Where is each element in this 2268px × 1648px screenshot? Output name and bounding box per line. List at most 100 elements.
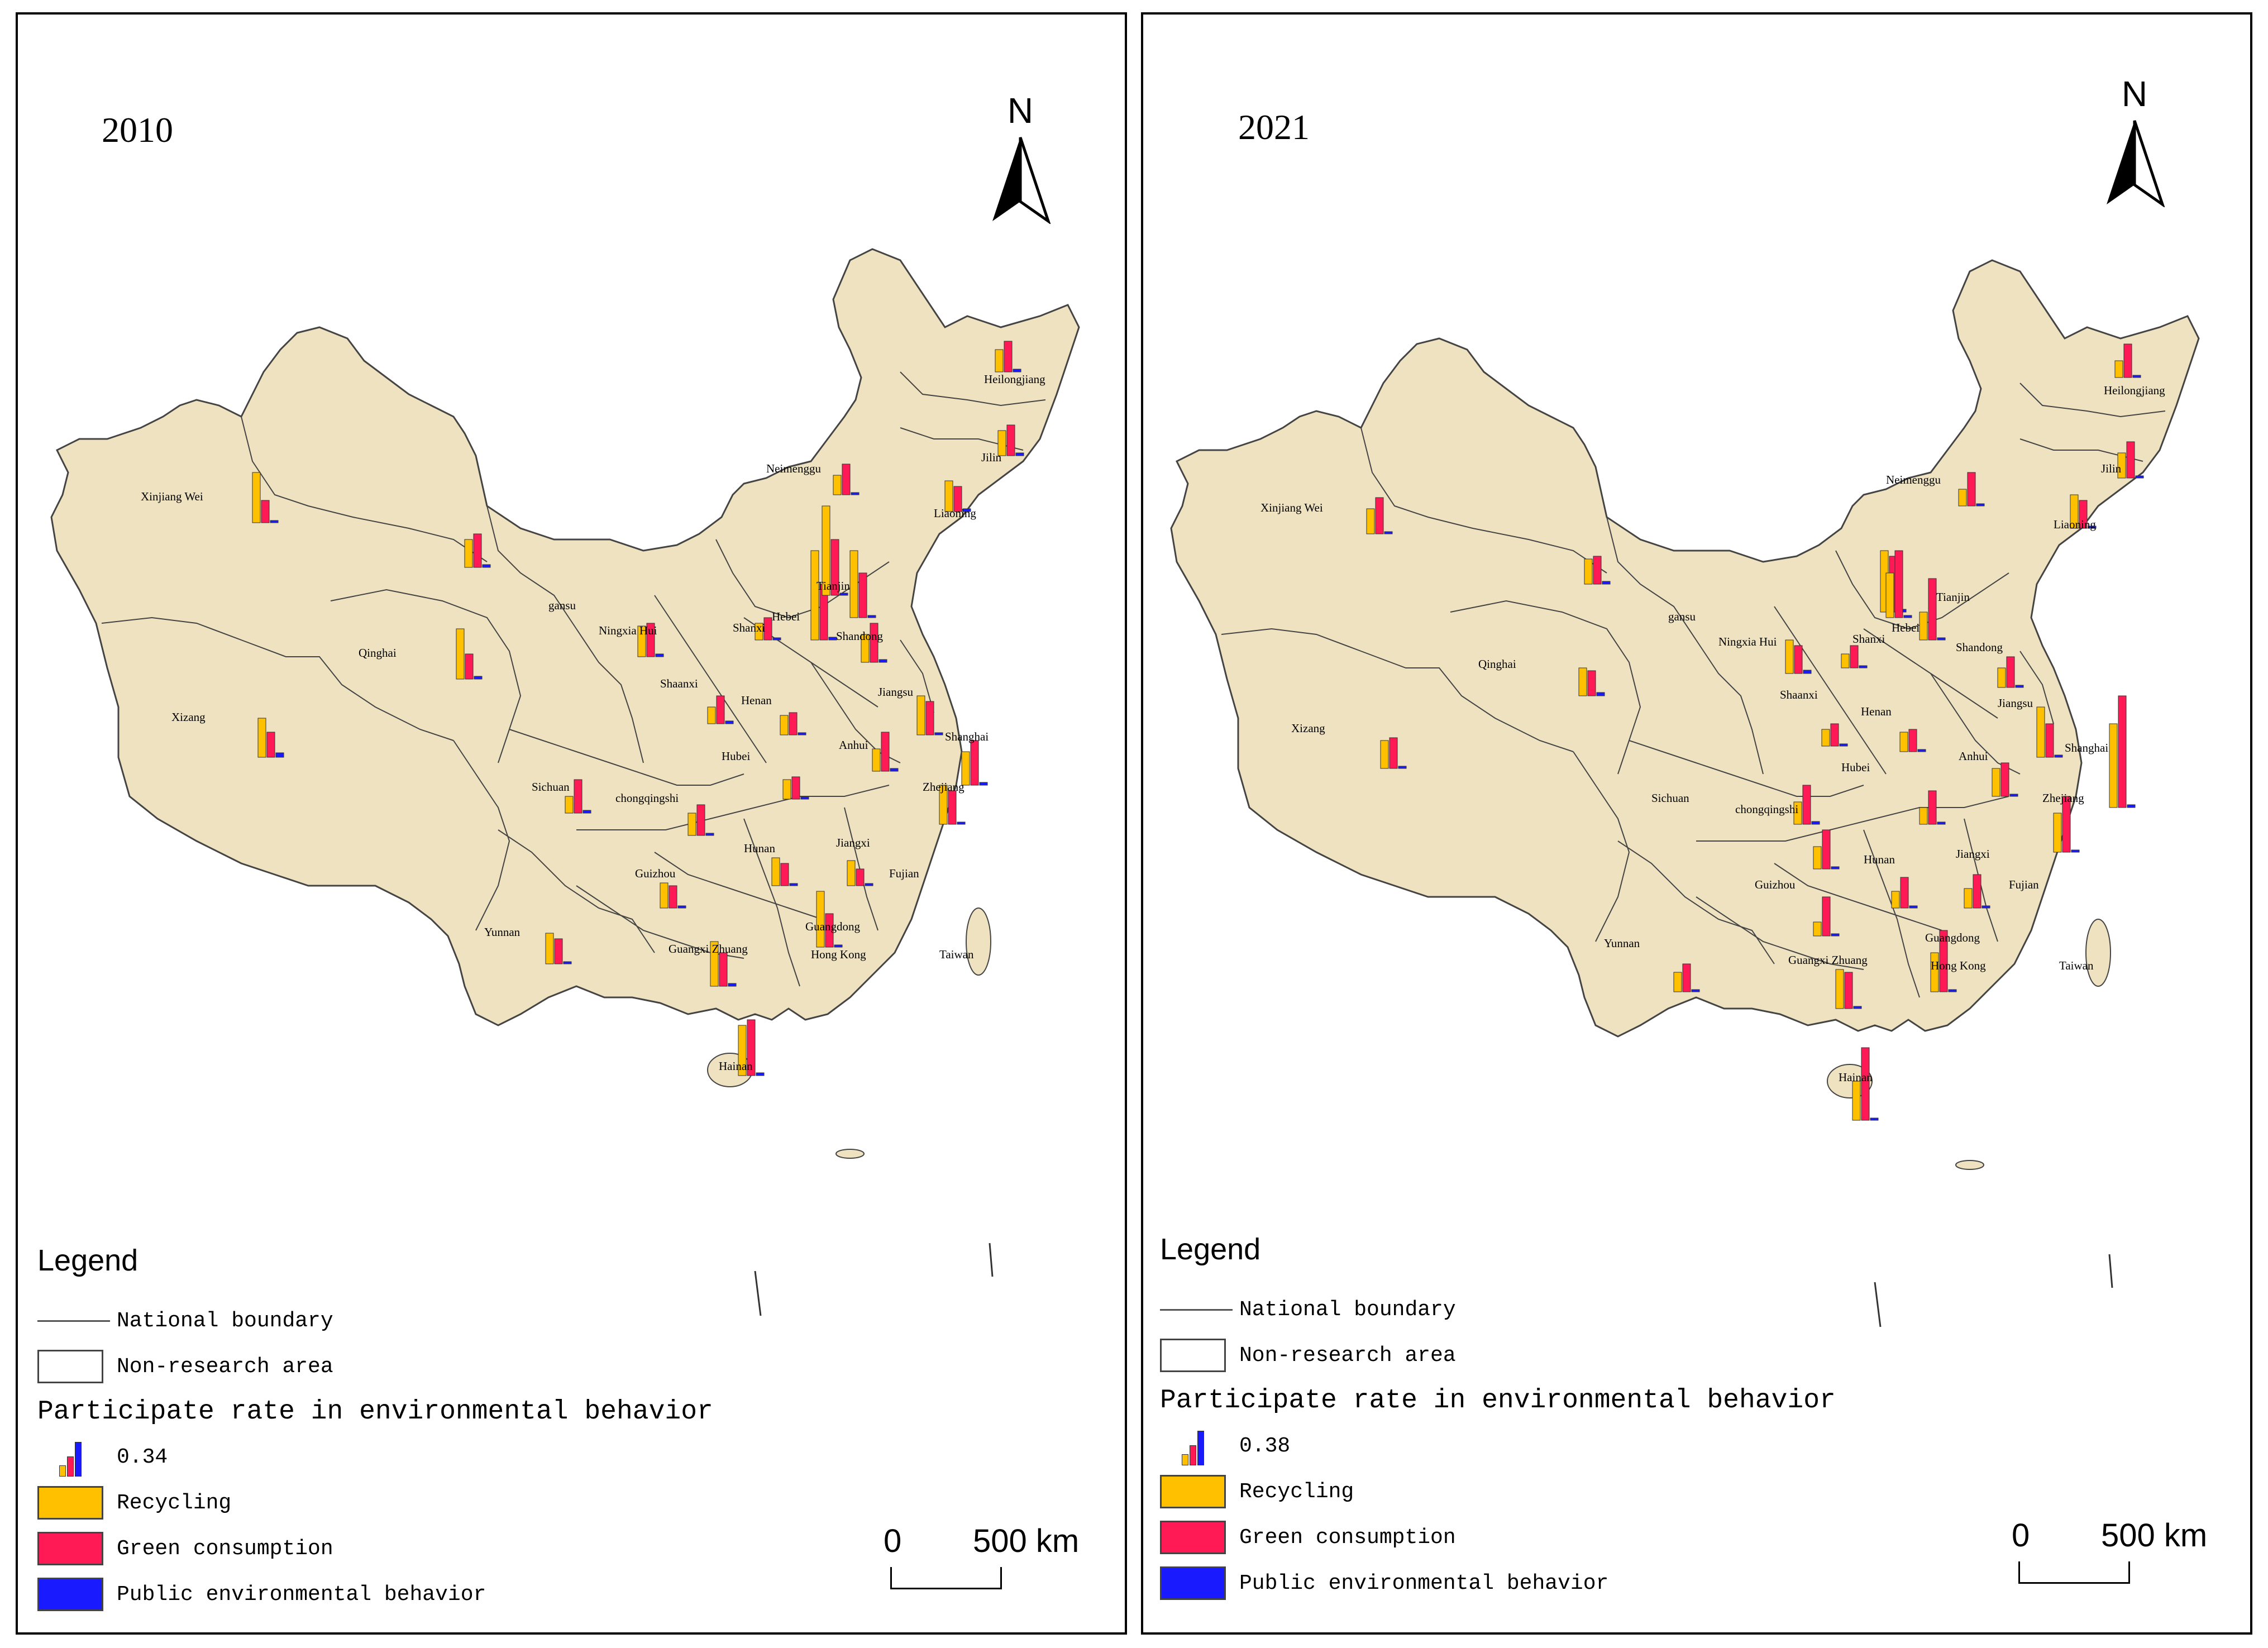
province-boundary bbox=[1696, 639, 1764, 775]
province-boundary bbox=[654, 595, 767, 763]
public-behavior-bar bbox=[834, 944, 843, 948]
island bbox=[835, 1149, 865, 1159]
legend-label: Green consumption bbox=[117, 1536, 333, 1561]
green-consumption-bar bbox=[1973, 874, 1981, 909]
province-boundary bbox=[1629, 740, 1864, 797]
province-label: gansu bbox=[548, 599, 576, 612]
public-behavior-bar bbox=[2127, 804, 2136, 808]
province-label: Liaoning bbox=[934, 507, 976, 520]
province-boundary bbox=[1360, 427, 1607, 574]
recycling-bar bbox=[545, 933, 554, 964]
public-behavior-bar bbox=[1917, 749, 1926, 752]
province-label: Hubei bbox=[1841, 761, 1870, 774]
province-bar-group bbox=[2053, 796, 2080, 853]
recycling-bar bbox=[1997, 667, 2006, 688]
province-label: Neimenggu bbox=[1886, 473, 1941, 486]
recycling-bar bbox=[456, 628, 465, 680]
province-boundary bbox=[1573, 751, 1630, 942]
legend-public-behavior: Public environmental behavior bbox=[1160, 1560, 1836, 1606]
province-label: Zhejiang bbox=[923, 780, 965, 794]
province-label: Guizhou bbox=[1755, 878, 1796, 891]
recycling-bar bbox=[847, 860, 856, 886]
province-label: Hainan bbox=[1839, 1071, 1873, 1084]
public-behavior-bar bbox=[1839, 743, 1848, 747]
public-behavior-bar bbox=[655, 653, 664, 657]
province-bar-group bbox=[1885, 550, 1912, 618]
province-label: Xinjiang Wei bbox=[141, 490, 203, 503]
green-consumption-bar bbox=[1587, 670, 1596, 696]
province-bar-group bbox=[1380, 737, 1407, 769]
recycling-bar bbox=[1919, 612, 1928, 641]
map-panel-2010: 2010 N Heilongjiang Jilin Liaoning Neimengg… bbox=[16, 12, 1127, 1635]
province-bar-group bbox=[2114, 343, 2141, 378]
public-behavior-bar bbox=[1981, 905, 1990, 909]
recycling-bar bbox=[1841, 653, 1850, 668]
map-panel-2021: 2021 N Heilongjiang Jilin Liaoning Neimengg… bbox=[1141, 12, 2252, 1635]
legend-sample-value: 0.38 bbox=[1239, 1434, 1291, 1458]
recycling-bar bbox=[687, 813, 696, 836]
public-behavior-bar bbox=[1831, 933, 1840, 937]
north-letter: N bbox=[2121, 74, 2148, 114]
public-behavior-swatch bbox=[1160, 1566, 1226, 1600]
south-sea-dash bbox=[2108, 1254, 2113, 1288]
scale-line bbox=[2018, 1561, 2130, 1584]
public-behavior-bar bbox=[270, 520, 279, 523]
province-label: Hong Kong bbox=[811, 948, 866, 961]
province-boundary bbox=[1606, 517, 1697, 641]
recycling-bar bbox=[1964, 888, 1973, 909]
province-boundary bbox=[1835, 550, 2009, 630]
green-consumption-bar bbox=[830, 539, 839, 596]
province-label: Henan bbox=[1861, 705, 1892, 718]
legend-national-boundary: National boundary bbox=[1160, 1287, 1836, 1332]
public-behavior-bar bbox=[582, 810, 591, 814]
public-behavior-bar bbox=[828, 637, 837, 641]
recycling-bar bbox=[916, 695, 925, 735]
bar-chart-icon bbox=[37, 1437, 103, 1477]
province-bar-group bbox=[1992, 762, 2018, 797]
recycling-bar bbox=[1930, 952, 1939, 992]
province-label: Fujian bbox=[2009, 878, 2039, 891]
province-bar-group bbox=[545, 933, 572, 964]
province-label: Xizang bbox=[171, 710, 206, 724]
province-boundary bbox=[509, 729, 744, 786]
province-label: Shanghai bbox=[945, 730, 989, 743]
recycling-bar bbox=[2036, 706, 2045, 758]
recycling-bar bbox=[1578, 667, 1587, 696]
province-boundary bbox=[576, 785, 890, 830]
north-arrow: N bbox=[2101, 73, 2168, 207]
public-behavior-bar bbox=[705, 833, 714, 836]
legend: Legend National boundary Non-research ar… bbox=[37, 1243, 713, 1617]
public-behavior-bar bbox=[1398, 766, 1407, 769]
province-label: Henan bbox=[741, 694, 772, 707]
province-bar-group bbox=[822, 505, 848, 596]
province-bar-group bbox=[1584, 556, 1611, 585]
north-letter: N bbox=[1007, 90, 1034, 131]
province-bar-group bbox=[252, 472, 279, 523]
green-consumption-bar bbox=[261, 500, 270, 523]
public-behavior-bar bbox=[839, 593, 848, 596]
public-behavior-bar bbox=[957, 821, 966, 825]
province-bar-group bbox=[1997, 656, 2024, 688]
green-consumption-bar bbox=[2006, 656, 2015, 688]
province-label: Neimenggu bbox=[766, 462, 821, 475]
recycling-bar bbox=[1785, 639, 1794, 674]
province-boundary bbox=[241, 416, 488, 562]
province-boundary bbox=[486, 505, 577, 629]
island bbox=[1955, 1160, 1984, 1170]
green-consumption-bar bbox=[2123, 343, 2132, 378]
province-bar-group bbox=[1919, 578, 1946, 641]
recycling-bar bbox=[1958, 489, 1967, 507]
province-bar-group bbox=[1919, 790, 1946, 825]
province-label: Shandong bbox=[1956, 641, 2003, 654]
green-consumption-bar bbox=[1794, 645, 1803, 674]
province-bar-group bbox=[1793, 785, 1820, 825]
legend-sample: 0.38 bbox=[1160, 1423, 1836, 1469]
province-label: Guangxi Zhuang bbox=[669, 942, 748, 956]
green-consumption-bar bbox=[780, 863, 789, 886]
green-consumption-bar bbox=[2079, 500, 2088, 529]
province-bar-group bbox=[780, 712, 806, 735]
province-label: Qinghai bbox=[359, 646, 397, 660]
green-consumption-bar bbox=[574, 779, 582, 814]
recycling-bar bbox=[771, 857, 780, 886]
recycling-bar bbox=[637, 625, 646, 657]
